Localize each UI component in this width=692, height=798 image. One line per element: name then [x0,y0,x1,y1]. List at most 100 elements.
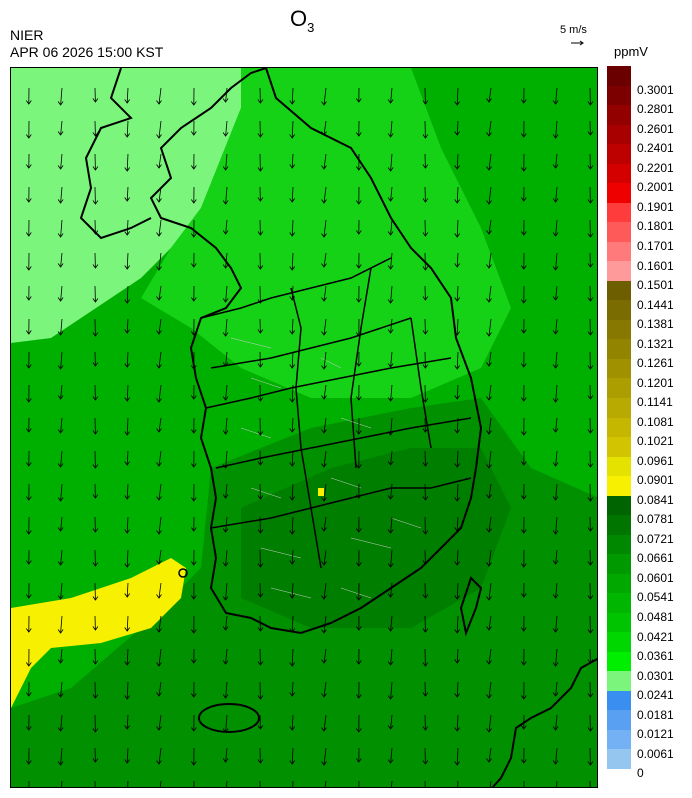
wind-arrow-head [587,429,594,434]
wind-arrow-head [124,725,131,730]
wind-arrow-head [552,662,559,667]
wind-arrow-head [355,528,362,533]
ozone-map-canvas [11,68,597,787]
wind-arrow [323,252,327,268]
wind-arrow-head [422,364,429,369]
legend-swatch [607,710,631,731]
legend-swatch [607,593,631,614]
wind-arrow-head [57,365,64,370]
wind-arrow-head [552,134,559,139]
wind-arrow-head [190,429,197,434]
wind-arrow [126,384,129,402]
wind-arrow-head [257,99,264,104]
wind-arrow [323,318,327,336]
tsushima-island [459,576,483,637]
wind-arrow-head [92,694,99,699]
wind-arrow [291,384,294,403]
legend-swatch [607,222,631,243]
legend-swatch [607,358,631,379]
wind-arrow [60,351,63,370]
wind-arrow [225,549,228,567]
wind-arrow [390,450,393,466]
wind-arrow-head [486,694,492,699]
wind-arrow-head [321,761,327,766]
southwest-islands [178,568,188,578]
wind-arrow-head [257,329,264,334]
wind-arrow-head [124,431,131,436]
wind-arrow [456,87,459,106]
wind-arrow [555,417,558,433]
wind-arrow [555,219,558,237]
wind-arrow-head [552,628,559,633]
wind-arrow-head [422,232,429,237]
wind-arrow [225,450,228,469]
wind-arrow-head [57,561,64,566]
wind-arrow-head [57,629,64,634]
wind-arrow [488,681,492,699]
wind-arrow [291,285,294,301]
wind-arrow-head [486,230,492,235]
wind-arrow [456,582,459,600]
wind-arrow-head [190,199,197,204]
wind-arrow [390,648,393,666]
wind-arrow-head [355,626,362,631]
wind-arrow-head [156,266,162,271]
wind-arrow-head [486,528,492,533]
wind-arrow-head [387,695,394,700]
wind-arrow [390,351,393,368]
wind-arrow-head [321,429,327,434]
wind-arrow [555,747,558,765]
wind-arrow [225,417,228,435]
wind-arrow [225,87,228,103]
wind-arrow-head [454,131,461,136]
wind-arrow-head [387,99,394,104]
wind-arrow-head [486,660,492,665]
wind-arrow-head [355,332,362,337]
legend-swatch [607,397,631,418]
wind-arrow-head [454,727,461,732]
wind-arrow-head [92,200,99,205]
wind-arrow [488,153,492,171]
wind-arrow [323,417,327,434]
low-concentration-region [11,68,241,343]
wind-arrow-head [257,167,264,172]
wind-arrow-head [57,233,64,238]
wind-arrow-head [355,396,362,401]
wind-arrow [158,318,162,335]
local-hotspot [318,488,324,496]
wind-arrow [390,153,393,172]
wind-arrow-head [321,297,327,302]
wind-arrow-head [156,496,162,501]
wind-arrow-head [355,494,362,499]
wind-arrow-head [587,629,594,634]
wind-arrow [488,87,492,103]
legend-label: 0.2201 [637,160,674,175]
wind-arrow-head [124,363,131,368]
wind-arrow-head [92,430,99,435]
wind-arrow-head [289,100,296,105]
wind-arrow [390,318,393,334]
wind-arrow [158,219,162,237]
wind-arrow-head [520,627,527,632]
wind-arrow [60,384,63,400]
wind-arrow [158,252,162,271]
wind-arrow-head [92,98,99,103]
wind-arrow-head [454,659,461,664]
wind-arrow [489,780,492,787]
wind-arrow [390,186,393,202]
wind-arrow-head [156,198,162,203]
wind-arrow-head [587,165,594,170]
wind-arrow-head [454,297,461,302]
wind-arrow [390,714,393,730]
wind-arrow-head [454,165,461,170]
wind-arrow [488,714,492,733]
wind-arrow-head [289,164,296,169]
wind-arrow-head [257,431,264,436]
wind-arrow-head [587,101,594,106]
wind-arrow [126,516,129,534]
wind-arrow-head [552,100,559,105]
legend-swatch [607,124,631,145]
wind-arrow [555,318,558,335]
wind-arrow [225,516,228,533]
wind-arrow [60,615,63,634]
